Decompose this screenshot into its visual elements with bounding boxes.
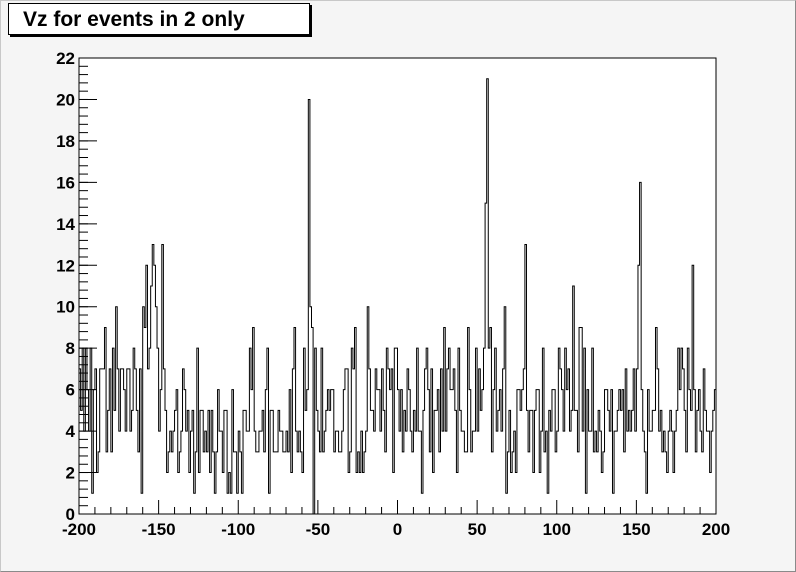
y-tick-label: 6 (66, 381, 75, 400)
title-box: Vz for events in 2 only (8, 3, 310, 35)
y-tick-label: 18 (56, 132, 75, 151)
x-tick-label: -150 (142, 520, 176, 539)
x-tick-label: 50 (468, 520, 487, 539)
y-tick-label: 2 (66, 464, 75, 483)
x-tick-label: 200 (702, 520, 730, 539)
y-tick-label: 12 (56, 256, 75, 275)
chart-title: Vz for events in 2 only (23, 8, 245, 31)
y-tick-label: 16 (56, 173, 75, 192)
x-tick-label: 100 (543, 520, 571, 539)
y-tick-label: 22 (56, 49, 75, 68)
y-tick-label: 8 (66, 339, 75, 358)
y-tick-label: 4 (66, 422, 76, 441)
histogram-series (78, 78, 717, 515)
x-tick-label: -50 (306, 520, 331, 539)
y-tick-label: 10 (56, 298, 75, 317)
x-tick-label: 150 (622, 520, 650, 539)
x-tick-label: -100 (221, 520, 255, 539)
plot-area (78, 57, 717, 515)
x-tick-label: -200 (62, 520, 96, 539)
x-tick-label: 0 (393, 520, 402, 539)
y-tick-label: 0 (66, 505, 75, 524)
y-tick-label: 14 (56, 215, 75, 234)
y-tick-label: 20 (56, 90, 75, 109)
